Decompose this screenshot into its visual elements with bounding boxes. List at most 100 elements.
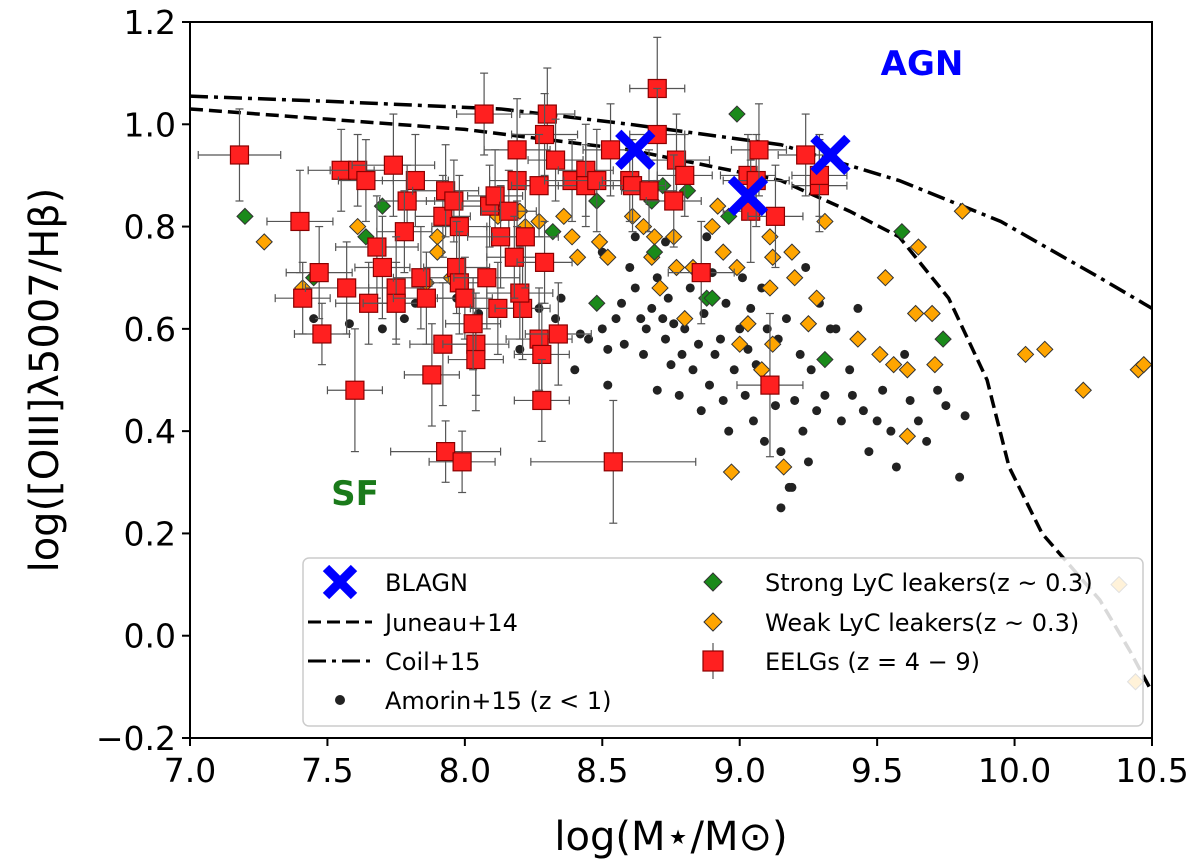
amorin-point	[729, 365, 739, 375]
eelg-marker	[337, 278, 357, 298]
legend-box	[302, 557, 1144, 727]
amorin-point	[913, 416, 923, 426]
amorin-point	[746, 303, 756, 313]
amorin-point	[886, 426, 896, 436]
amorin-point	[748, 416, 758, 426]
blagn-marker	[810, 134, 851, 176]
eelg-point	[351, 113, 436, 217]
amorin-point	[831, 324, 841, 334]
y-tick-label: 0.6	[124, 310, 176, 349]
amorin-point	[806, 365, 816, 375]
amorin-point	[864, 447, 874, 457]
eelg-marker	[534, 252, 555, 272]
eelg-marker	[290, 211, 310, 232]
amorin-point	[795, 349, 805, 359]
eelg-marker	[504, 247, 524, 267]
leaker-point	[1135, 355, 1152, 374]
eelg-marker	[433, 206, 453, 226]
amorin-point	[787, 482, 797, 492]
amorin-point	[770, 401, 780, 411]
y-tick-label: 0.4	[124, 412, 176, 451]
leaker-point	[544, 222, 562, 241]
amorin-point	[776, 447, 786, 457]
leaker-point	[348, 217, 367, 236]
leaker-point	[763, 335, 782, 353]
eelg-point	[645, 154, 702, 248]
leaker-point	[909, 238, 928, 256]
amorin-point	[836, 416, 846, 426]
x-marker-stroke	[615, 129, 656, 171]
eelg-point	[354, 215, 411, 320]
eelg-marker	[372, 257, 392, 278]
eelg-marker	[397, 191, 417, 211]
amorin-point	[740, 390, 750, 400]
amorin-point	[617, 298, 627, 308]
leaker-point	[1036, 340, 1054, 359]
amorin-point	[721, 298, 731, 308]
leaker-point	[568, 248, 587, 266]
amorin-point	[803, 457, 813, 467]
leaker-point	[884, 355, 903, 374]
eelg-marker	[796, 145, 816, 165]
legend-label: BLAGN	[385, 569, 468, 597]
leaker-point	[898, 361, 917, 379]
eelg-marker	[436, 442, 456, 462]
amorin-point	[399, 314, 409, 324]
amorin-point	[619, 339, 629, 349]
eelg-point	[414, 174, 471, 258]
eelg-marker	[411, 268, 431, 288]
leaker-point	[898, 427, 917, 445]
amorin-point	[812, 406, 822, 416]
amorin-point	[674, 390, 684, 400]
amorin-point	[625, 262, 635, 272]
legend-label: Amorin+15 (z < 1)	[385, 687, 611, 715]
legend-label: Coil+15	[385, 648, 480, 676]
y-tick-label: 0.2	[124, 514, 176, 553]
leaker-point	[255, 233, 273, 251]
x-marker-stroke	[322, 564, 358, 600]
leaker-point	[926, 355, 944, 374]
eelg-marker	[356, 170, 376, 191]
eelg-marker	[309, 263, 329, 283]
amorin-point	[570, 365, 580, 375]
coil-curve	[190, 94, 1152, 310]
legend-label: Strong LyC leakers(z ~ 0.3)	[765, 569, 1093, 597]
amorin-point	[680, 324, 690, 334]
eelg-point	[376, 190, 433, 274]
amorin-point	[735, 324, 745, 334]
eelg-point	[456, 72, 513, 156]
x-tick-label: 8.5	[576, 751, 628, 790]
eelg-point	[453, 225, 521, 330]
amorin-point	[685, 283, 695, 293]
leaker-point	[783, 243, 801, 261]
eelg-marker	[529, 176, 549, 196]
amorin-point	[955, 472, 965, 482]
eelg-point	[519, 67, 576, 161]
eelg-marker	[664, 191, 684, 211]
eelg-point	[381, 133, 449, 228]
leaker-point	[774, 458, 793, 476]
legend-item: Weak LyC leakers(z ~ 0.3)	[703, 609, 1079, 637]
amorin-point	[891, 462, 901, 472]
eelg-point	[527, 118, 584, 202]
amorin-point	[669, 319, 679, 329]
x-axis-label: log(M⋆/M⊙)	[554, 814, 787, 860]
y-tick-label: 0.8	[124, 208, 176, 247]
leaker-point	[906, 304, 925, 323]
eelg-marker	[675, 165, 695, 186]
eelg-marker	[474, 104, 494, 124]
eelg-marker	[422, 365, 442, 385]
amorin-point	[630, 283, 640, 293]
amorin-point	[641, 324, 651, 334]
eelg-marker	[510, 283, 530, 303]
legend-item: BLAGN	[322, 564, 468, 600]
blagn-marker	[727, 175, 769, 217]
leaker-point	[645, 243, 664, 261]
amorin-point	[933, 385, 943, 395]
amorin-point	[858, 406, 868, 416]
leaker-point	[728, 258, 746, 277]
eelg-point	[486, 215, 543, 299]
eelg-marker	[229, 145, 250, 165]
leaker-point	[709, 197, 727, 215]
